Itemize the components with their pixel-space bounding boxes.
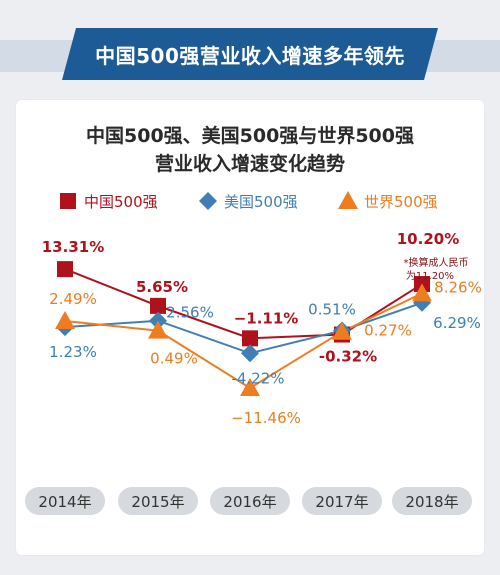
data-label-s1-p5: 10.20% (397, 230, 459, 248)
x-axis-pill-5 (392, 487, 472, 515)
x-axis-pill-1 (25, 487, 105, 515)
banner-area: 中国500强营业收入增速多年领先 (0, 28, 500, 84)
chart-title-line-1: 中国500强、美国500强与世界500强 (86, 125, 414, 147)
x-axis-label-2: 2015年 (131, 493, 184, 511)
x-axis-pill-4 (302, 487, 382, 515)
data-label-s3-p2: 0.49% (150, 350, 198, 368)
legend-marker-2 (199, 192, 217, 210)
data-label-s1-p4: -0.32% (319, 348, 377, 366)
legend-marker-1 (60, 193, 76, 209)
series-1-point-2 (150, 297, 166, 314)
data-label-s2-p3: -4.22% (231, 369, 284, 387)
series-3-point-5 (412, 283, 432, 302)
data-label-s1-p2: 5.65% (136, 278, 188, 296)
legend-label-1: 中国500强 (84, 193, 158, 211)
series-3-point-1 (55, 311, 75, 330)
chart-title-line-2: 营业收入增速变化趋势 (154, 153, 345, 175)
data-label-s1-p1: 13.31% (42, 238, 104, 256)
data-label-s3-p5: 8.26% (434, 278, 482, 296)
series-2-point-3 (241, 344, 259, 363)
data-label-s2-p4: 0.51% (308, 301, 356, 319)
x-axis-pill-3 (210, 487, 290, 515)
data-label-s3-p3: −11.46% (231, 409, 301, 427)
series-3-point-4 (332, 321, 352, 340)
annotation-line-1: *换算成人民币 (404, 256, 469, 269)
data-label-s3-p4: 0.27% (364, 322, 412, 340)
series-1-point-1 (57, 261, 73, 278)
data-label-s1-p3: −1.11% (234, 309, 299, 327)
data-label-s2-p5: 6.29% (433, 314, 481, 332)
legend-label-3: 世界500强 (364, 193, 438, 211)
series-1-point-3 (242, 330, 258, 347)
banner-title: 中国500强营业收入增速多年领先 (62, 28, 438, 80)
x-axis-pill-2 (118, 487, 198, 515)
x-axis-label-1: 2014年 (38, 493, 91, 511)
legend-marker-3 (338, 191, 358, 209)
data-label-s2-p1: 1.23% (49, 343, 97, 361)
series-3-point-2 (148, 320, 168, 339)
data-label-s3-p1: 2.49% (49, 290, 97, 308)
data-label-s2-p2: 2.56% (166, 304, 214, 322)
x-axis-label-3: 2016年 (223, 493, 276, 511)
series-3-point-3 (240, 378, 260, 397)
chart-card (16, 100, 484, 555)
annotation-line-2: 为11.20% (406, 270, 454, 282)
x-axis-label-4: 2017年 (315, 493, 368, 511)
legend-label-2: 美国500强 (224, 193, 298, 211)
x-axis-label-5: 2018年 (405, 493, 458, 511)
